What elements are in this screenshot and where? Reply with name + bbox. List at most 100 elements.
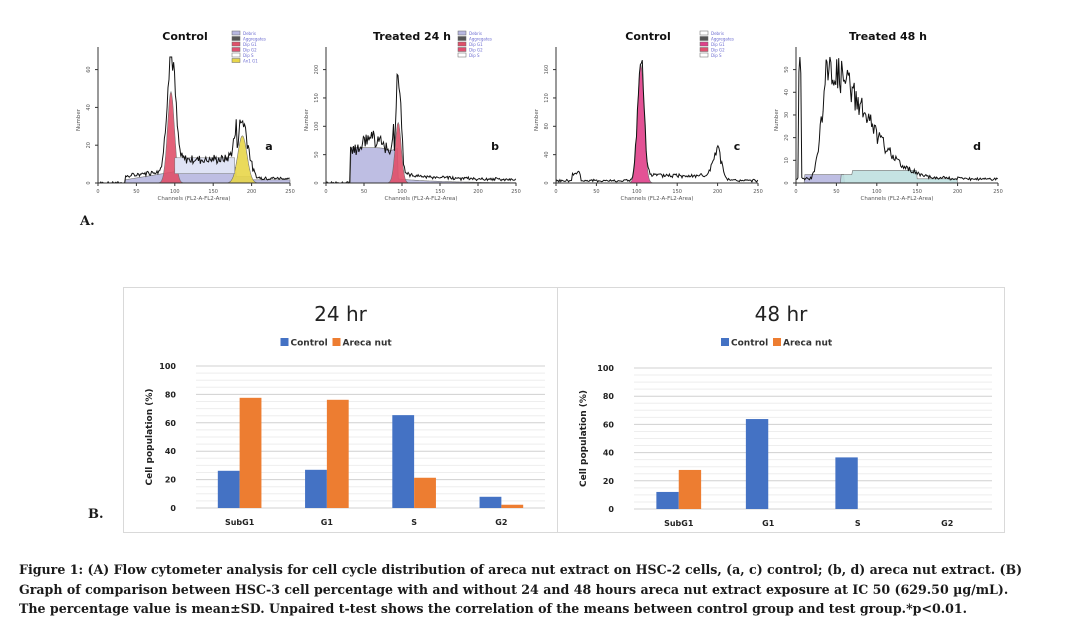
caption-line: Graph of comparison between HSC-3 cell p… — [19, 581, 1009, 597]
panel-letter: b — [491, 140, 499, 153]
legend-label: Aggregates — [711, 37, 734, 42]
legend-swatch — [457, 30, 467, 36]
y-tick-label: 0 — [86, 181, 92, 184]
letter-background — [480, 133, 510, 159]
flow-panel-a: Control 0 50 100 150 200 250 0 20 40 60 Number Chann… — [70, 25, 300, 205]
y-tick-label: 0 — [544, 181, 550, 184]
x-tick-label: 0 — [794, 189, 797, 195]
bar-control-subg1 — [656, 491, 679, 509]
x-tick-label: 100 — [872, 189, 882, 195]
legend-swatch — [231, 36, 241, 41]
y-tick-label: 120 — [544, 93, 550, 103]
legend-label: Areca nut — [783, 339, 833, 349]
x-tick-label: 100 — [632, 189, 642, 195]
y-axis-label: Number — [774, 108, 780, 131]
x-tick-label: 50 — [133, 189, 139, 195]
flow-plot-b: Treated 24 h 0 50 100 150 200 250 0 50 100 150 200 N… — [304, 30, 521, 202]
flow-plot-d: Treated 48 h 0 50 100 150 200 250 0 10 20 30 40 50 Nu… — [774, 30, 1003, 202]
flow-panel-title: Treated 24 h — [373, 30, 451, 43]
legend-swatch-areca-nut — [773, 338, 781, 346]
x-axis-label: Channels (FL2-A-FL2-Area) — [621, 196, 694, 202]
x-tick-label: 200 — [473, 189, 483, 195]
panel-letter: c — [734, 140, 741, 153]
legend-swatch-areca-nut — [332, 338, 341, 346]
legend-swatch — [457, 52, 467, 58]
x-tick-label: 150 — [672, 189, 682, 195]
x-tick-label: G2 — [941, 519, 953, 528]
flow-panel-title: Treated 48 h — [849, 30, 927, 43]
legend-label: Dip G2 — [469, 48, 483, 53]
y-axis-label: Cell population (%) — [579, 390, 589, 487]
legend-label: Dip G1 — [469, 42, 483, 47]
bar-chart-48hr: 48 hr Control Areca nut 0 20 40 60 80 100 Cell po… — [557, 287, 1005, 533]
panel-label-a: A. — [80, 214, 95, 229]
flow-panel-title: Control — [162, 30, 207, 43]
bar-control-s — [392, 415, 415, 508]
letter-background — [962, 133, 992, 159]
figure-caption: Figure 1: (A) Flow cytometer analysis fo… — [19, 560, 1079, 619]
legend-swatch — [699, 52, 709, 58]
y-tick-label: 30 — [784, 112, 790, 118]
legend-label: Debris — [711, 31, 724, 36]
caption-line: Figure 1: (A) Flow cytometer analysis fo… — [19, 562, 1023, 577]
x-axis-label: Channels (FL2-A-FL2-Area) — [385, 196, 458, 202]
legend-label: An1 G1 — [243, 59, 258, 64]
y-tick-label: 0 — [784, 181, 790, 184]
x-tick-label: G1 — [321, 518, 334, 527]
bar-control-g1 — [305, 469, 327, 508]
legend-swatch — [457, 36, 467, 41]
legend-label: Aggregates — [243, 37, 266, 42]
bar-control-subg1 — [217, 470, 240, 508]
y-tick-label: 80 — [603, 392, 615, 401]
legend-label: Aggregates — [469, 37, 492, 42]
y-tick-label: 20 — [603, 477, 615, 486]
legend-label: Dip G1 — [711, 42, 725, 47]
flow-histogram-trace — [555, 59, 759, 183]
x-tick-label: 50 — [833, 189, 839, 195]
bar-areca-nut-subg1 — [239, 397, 262, 508]
y-tick-label: 60 — [603, 420, 615, 429]
flow-plot-a: Control 0 50 100 150 200 250 0 20 40 60 Number Chann… — [76, 30, 295, 202]
x-tick-label: 100 — [397, 189, 407, 195]
x-tick-label: SubG1 — [225, 518, 255, 527]
y-tick-label: 80 — [544, 123, 550, 129]
y-tick-label: 40 — [86, 104, 92, 110]
letter-background — [254, 133, 284, 159]
bar-areca-nut-g2 — [501, 504, 524, 508]
x-tick-label: G1 — [762, 519, 775, 528]
legend-label: Dip S — [243, 53, 254, 58]
x-tick-label: SubG1 — [664, 519, 694, 528]
x-tick-label: G2 — [495, 518, 507, 527]
y-tick-label: 40 — [544, 151, 550, 157]
legend-label: Areca nut — [343, 339, 393, 349]
y-tick-label: 40 — [165, 447, 177, 456]
y-tick-label: 20 — [165, 476, 177, 485]
y-tick-label: 20 — [86, 142, 92, 148]
legend-label: Dip S — [469, 53, 480, 58]
legend-label: Debris — [243, 31, 256, 36]
x-tick-label: S — [855, 519, 861, 528]
x-tick-label: S — [411, 518, 417, 527]
legend-label: Dip G2 — [243, 48, 257, 53]
x-tick-label: 150 — [912, 189, 922, 195]
y-tick-label: 60 — [86, 66, 92, 72]
legend-swatch — [231, 47, 241, 52]
panel-label-b: B. — [88, 507, 104, 522]
x-tick-label: 150 — [208, 189, 218, 195]
y-axis-label: Number — [76, 108, 82, 131]
x-axis-label: Channels (FL2-A-FL2-Area) — [861, 196, 934, 202]
y-tick-label: 100 — [159, 362, 176, 371]
y-tick-label: 40 — [784, 89, 790, 95]
bar-chart-24hr-svg: 24 hr Control Areca nut 0 20 40 60 80 100 Cell po… — [145, 302, 545, 527]
legend-swatch-control — [280, 338, 289, 346]
flow-histogram-trace — [97, 56, 290, 184]
bar-areca-nut-g1 — [326, 399, 349, 508]
legend-swatch — [231, 41, 241, 47]
legend-swatch — [699, 41, 709, 47]
x-tick-label: 200 — [953, 189, 963, 195]
y-tick-label: 0 — [170, 504, 176, 513]
y-axis-label: Number — [304, 108, 310, 131]
legend-swatch — [457, 47, 467, 52]
y-tick-label: 160 — [544, 65, 550, 75]
chart-title: 48 hr — [755, 302, 808, 326]
